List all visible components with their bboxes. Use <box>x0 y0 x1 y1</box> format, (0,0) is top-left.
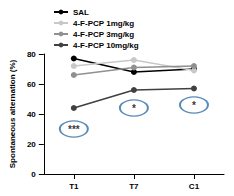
svg-text:T1: T1 <box>69 182 79 191</box>
svg-text:40: 40 <box>27 110 36 119</box>
svg-text:0: 0 <box>31 170 36 179</box>
svg-text:20: 20 <box>27 140 36 149</box>
svg-text:*: * <box>132 103 136 114</box>
svg-text:C1: C1 <box>189 182 200 191</box>
svg-text:4-F-PCP 1mg/kg: 4-F-PCP 1mg/kg <box>73 19 134 28</box>
svg-text:***: *** <box>68 124 80 135</box>
svg-text:4-F-PCP 3mg/kg: 4-F-PCP 3mg/kg <box>73 30 134 39</box>
svg-text:Spontaneous alternation (%): Spontaneous alternation (%) <box>8 59 17 168</box>
svg-text:60: 60 <box>27 80 36 89</box>
svg-text:4-F-PCP 10mg/kg: 4-F-PCP 10mg/kg <box>73 41 139 50</box>
svg-text:T7: T7 <box>129 182 139 191</box>
svg-text:SAL: SAL <box>73 8 89 17</box>
svg-text:*: * <box>192 100 196 111</box>
svg-text:80: 80 <box>27 50 36 59</box>
